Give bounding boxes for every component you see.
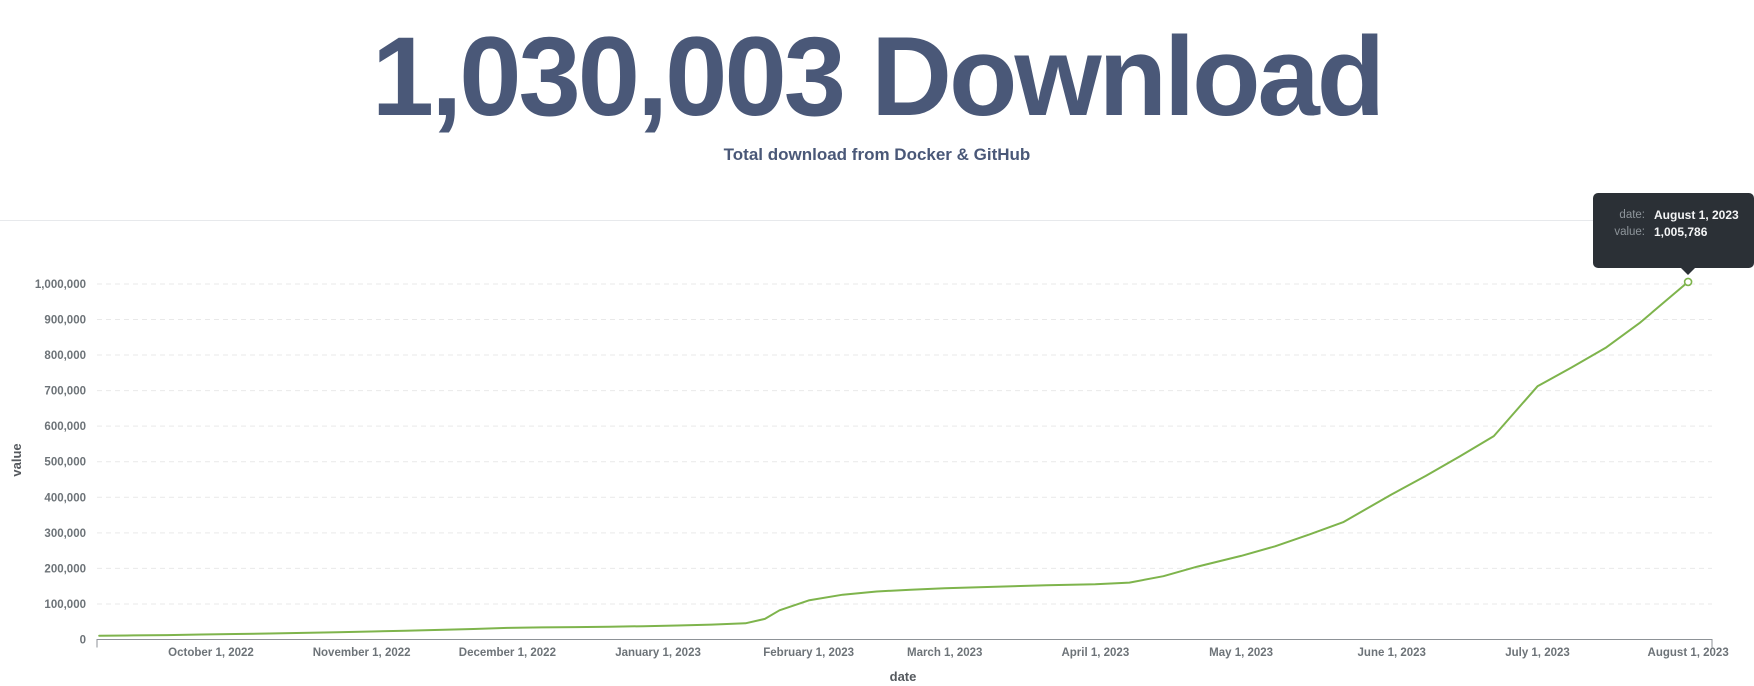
header: 1,030,003 Download Total download from D… bbox=[0, 0, 1754, 220]
tooltip-arrow-icon bbox=[1680, 267, 1696, 275]
x-tick-label: February 1, 2023 bbox=[763, 647, 854, 659]
x-axis-line bbox=[96, 639, 1713, 648]
downloads-line[interactable] bbox=[98, 280, 1690, 637]
page-title: 1,030,003 Download bbox=[371, 14, 1385, 139]
y-tick-label: 400,000 bbox=[44, 492, 86, 504]
y-tick-label: 900,000 bbox=[44, 314, 86, 326]
chart-tooltip: date: August 1, 2023 value: 1,005,786 bbox=[1593, 193, 1754, 275]
y-tick-label: 100,000 bbox=[44, 599, 86, 611]
y-tick-label: 600,000 bbox=[44, 421, 86, 433]
tooltip-value-row: value: 1,005,786 bbox=[1601, 224, 1742, 241]
x-tick-label: July 1, 2023 bbox=[1505, 647, 1570, 659]
y-tick-label: 700,000 bbox=[44, 386, 86, 398]
header-divider bbox=[0, 220, 1754, 221]
y-tick-label: 0 bbox=[80, 635, 86, 647]
x-tick-label: December 1, 2022 bbox=[459, 647, 556, 659]
x-tick-label: May 1, 2023 bbox=[1209, 647, 1273, 659]
y-axis-title: value bbox=[9, 443, 24, 476]
y-tick-label: 500,000 bbox=[44, 457, 86, 469]
tooltip-value-label: value: bbox=[1614, 226, 1645, 238]
y-tick-label: 800,000 bbox=[44, 350, 86, 362]
x-tick-label: March 1, 2023 bbox=[907, 647, 982, 659]
x-tick-label: November 1, 2022 bbox=[313, 647, 411, 659]
tooltip-date-row: date: August 1, 2023 bbox=[1601, 207, 1742, 224]
x-axis-title: date bbox=[890, 669, 917, 684]
tooltip-date-label: date: bbox=[1619, 209, 1645, 221]
page-subtitle: Total download from Docker & GitHub bbox=[723, 145, 1031, 165]
x-tick-label: April 1, 2023 bbox=[1061, 647, 1129, 659]
last-point-marker[interactable] bbox=[1683, 277, 1693, 287]
y-tick-label: 1,000,000 bbox=[35, 279, 86, 291]
x-tick-label: June 1, 2023 bbox=[1358, 647, 1426, 659]
x-tick-label: January 1, 2023 bbox=[615, 647, 701, 659]
x-tick-label: October 1, 2022 bbox=[168, 647, 254, 659]
tooltip-value-value: 1,005,786 bbox=[1654, 225, 1708, 239]
x-tick-label: August 1, 2023 bbox=[1648, 647, 1729, 659]
y-tick-label: 300,000 bbox=[44, 528, 86, 540]
y-tick-label: 200,000 bbox=[44, 563, 86, 575]
tooltip-date-value: August 1, 2023 bbox=[1654, 208, 1739, 222]
